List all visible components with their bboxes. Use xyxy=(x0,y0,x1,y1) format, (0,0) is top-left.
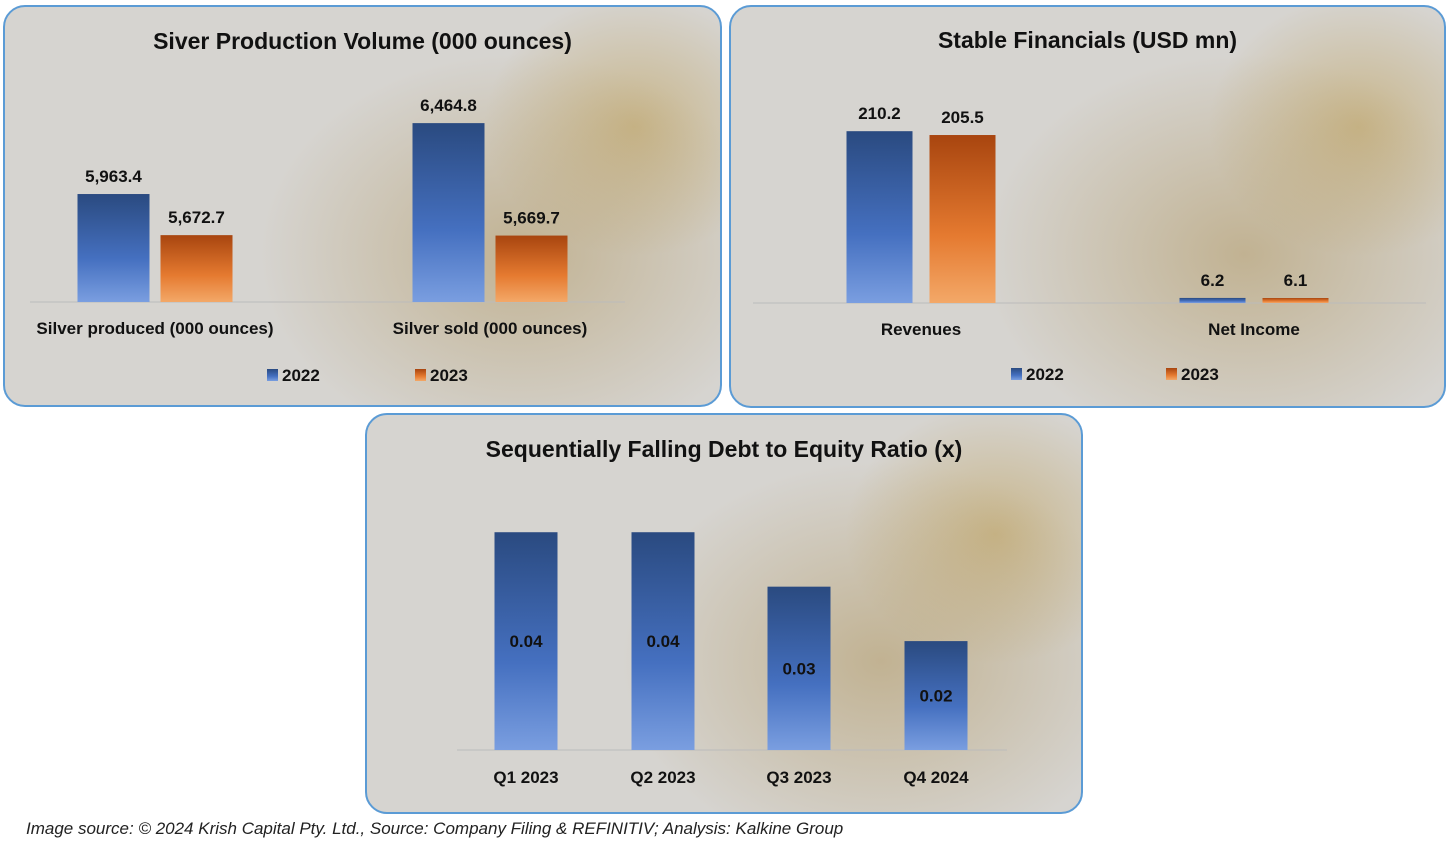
bar-D/E-0 xyxy=(494,532,558,750)
legend-label: 2023 xyxy=(430,366,468,385)
category-label: Silver produced (000 ounces) xyxy=(36,319,273,338)
data-label: 5,963.4 xyxy=(85,167,142,186)
data-label: 0.03 xyxy=(782,659,815,678)
data-label: 0.04 xyxy=(646,632,680,651)
legend-label: 2023 xyxy=(1181,365,1219,384)
chart-title: Sequentially Falling Debt to Equity Rati… xyxy=(486,436,963,462)
legend-swatch-2023 xyxy=(1166,368,1177,380)
chart-title: Siver Production Volume (000 ounces) xyxy=(153,28,572,54)
category-label: Q2 2023 xyxy=(630,768,695,787)
category-label: Net Income xyxy=(1208,320,1300,339)
data-label: 5,672.7 xyxy=(168,208,225,227)
financials-chart: Stable Financials (USD mn) Revenues 210.2 2… xyxy=(729,5,1446,408)
data-label: 5,669.7 xyxy=(503,209,560,228)
legend-label: 2022 xyxy=(1026,365,1064,384)
bar-D/E-3 xyxy=(904,641,968,750)
legend-label: 2022 xyxy=(282,366,320,385)
category-label: Q4 2024 xyxy=(903,768,969,787)
category-label: Revenues xyxy=(881,320,961,339)
data-label: 210.2 xyxy=(858,104,901,123)
bar-D/E-2 xyxy=(767,586,831,750)
category-label: Silver sold (000 ounces) xyxy=(393,319,588,338)
bar-2023-1 xyxy=(1262,298,1329,303)
source-footer: Image source: © 2024 Krish Capital Pty. … xyxy=(26,819,844,838)
bar-D/E-1 xyxy=(631,532,695,750)
chart-title: Stable Financials (USD mn) xyxy=(938,27,1237,53)
category-label: Q3 2023 xyxy=(766,768,831,787)
bar-2023-0 xyxy=(929,135,996,303)
legend-swatch-2022 xyxy=(267,369,278,381)
bar-2022-1 xyxy=(412,123,485,302)
data-label: 6.1 xyxy=(1284,271,1308,290)
bar-2022-1 xyxy=(1179,297,1246,303)
legend-swatch-2022 xyxy=(1011,368,1022,380)
data-label: 0.04 xyxy=(509,632,543,651)
data-label: 205.5 xyxy=(941,108,984,127)
bar-2022-0 xyxy=(77,194,150,302)
legend-swatch-2023 xyxy=(415,369,426,381)
data-label: 6,464.8 xyxy=(420,96,477,115)
silver-production-chart: Siver Production Volume (000 ounces) Silv… xyxy=(3,5,722,407)
data-label: 6.2 xyxy=(1201,271,1225,290)
bar-2023-1 xyxy=(495,235,568,302)
debt-equity-chart: Sequentially Falling Debt to Equity Rati… xyxy=(365,413,1083,814)
bar-2023-0 xyxy=(160,235,233,302)
data-label: 0.02 xyxy=(919,687,952,706)
bar-2022-0 xyxy=(846,131,913,303)
category-label: Q1 2023 xyxy=(493,768,558,787)
